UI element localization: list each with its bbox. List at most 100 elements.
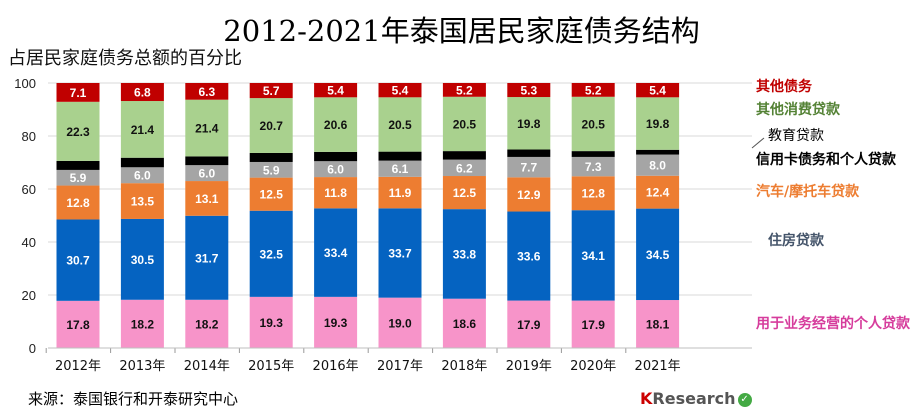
bar-segment [636,97,680,150]
data-label: 31.7 [195,251,219,265]
data-label: 34.1 [582,249,606,263]
data-label: 20.5 [453,117,477,131]
legend-item: 信用卡债务和个人贷款 [756,152,896,168]
data-label: 33.6 [517,250,541,264]
y-tick-label: 60 [22,182,36,197]
bar-segment [507,149,551,157]
data-label: 19.3 [324,316,348,330]
data-label: 18.6 [453,317,477,331]
bar-segment [378,83,422,98]
bar-segment [56,169,100,186]
y-tick-label: 20 [22,288,36,303]
x-tick-label: 2016年 [313,359,359,374]
data-label: 12.5 [260,188,284,202]
data-label: 5.2 [585,83,602,97]
data-label: 21.4 [131,123,155,137]
data-label: 33.8 [453,247,477,261]
kresearch-logo: KResearch ✓ [640,389,752,408]
data-label: 17.8 [66,318,90,332]
data-label: 5.3 [520,84,537,98]
x-tick-label: 2019年 [506,359,552,374]
legend-leader-line [751,137,765,149]
data-label: 19.0 [388,316,412,330]
bar-segment [314,161,358,178]
bar-segment [378,97,422,152]
data-label: 19.3 [260,316,284,330]
bar-segment [185,181,229,216]
bar-segment [507,97,551,150]
data-label: 20.7 [260,119,284,133]
bar-segment [636,83,680,98]
chart-title: 2012-2021年泰国居民家庭债务结构 [223,14,700,48]
data-label: 5.4 [392,84,409,98]
y-tick-label: 100 [14,76,36,91]
legend-item: 其他债务 [756,79,812,95]
bar-segment [442,83,486,97]
bar-segment [120,299,164,348]
bar-segment [185,156,229,166]
bar-segment [56,185,100,220]
bar-segment [636,175,680,209]
bar-segment [571,300,615,348]
legend-item: 住房贷款 [768,233,824,249]
data-label: 30.5 [131,253,155,267]
bar-segment [571,96,615,152]
bar-segment [507,211,551,301]
bar-segment [249,83,293,99]
bar-segment [378,160,422,177]
bar-segment [314,97,358,152]
data-label: 34.5 [646,248,670,262]
x-tick-label: 2013年 [119,359,165,374]
x-tick-label: 2021年 [635,359,681,374]
bar-segment [507,83,551,98]
bar-segment [636,154,680,176]
data-label: 32.5 [260,247,284,261]
data-label: 33.7 [388,246,412,260]
y-tick-label: 0 [29,341,36,356]
data-label: 11.9 [389,186,412,200]
bar-segment [442,298,486,348]
data-label: 12.8 [66,196,90,210]
legend-item: 其他消费贷款 [756,102,840,118]
source-note: 来源：泰国银行和开泰研究中心 [28,390,239,408]
data-label: 30.7 [66,254,90,268]
x-tick-label: 2020年 [570,359,616,374]
bar-segment [56,101,100,161]
data-label: 6.1 [392,162,409,176]
x-tick-label: 2018年 [441,359,487,374]
bar-segment [185,99,229,157]
legend-item: 教育贷款 [768,128,824,144]
data-label: 6.0 [134,169,151,183]
bar-segment [314,83,358,98]
data-label: 6.0 [198,167,215,181]
bar-segment [314,296,358,348]
data-label: 6.0 [327,163,344,177]
x-tick-label: 2014年 [184,359,230,374]
bar-segment [507,177,551,212]
bar-segment [56,83,100,102]
data-label: 5.4 [327,84,344,98]
bar-segment [378,176,422,209]
data-label: 7.1 [70,86,87,100]
logo-mark-icon: ✓ [737,392,752,407]
bar-segment [120,83,164,102]
x-tick-label: 2017年 [377,359,423,374]
bar-segment [249,98,293,153]
bar-segment [56,219,100,301]
bar-segment [507,156,551,178]
bar-segment [185,299,229,348]
data-label: 20.6 [324,118,348,132]
bar-segment [314,151,358,162]
bar-segment [314,208,358,297]
bar-segment [120,183,164,219]
bar-segment [378,297,422,348]
data-label: 20.5 [582,117,606,131]
bar-segment [571,83,615,97]
bar-segment [249,177,293,211]
data-label: 6.3 [198,85,215,99]
data-label: 8.0 [649,159,666,173]
bar-segment [185,215,229,300]
data-label: 6.8 [134,86,151,100]
bar-segment [442,151,486,160]
data-label: 12.8 [582,187,606,201]
